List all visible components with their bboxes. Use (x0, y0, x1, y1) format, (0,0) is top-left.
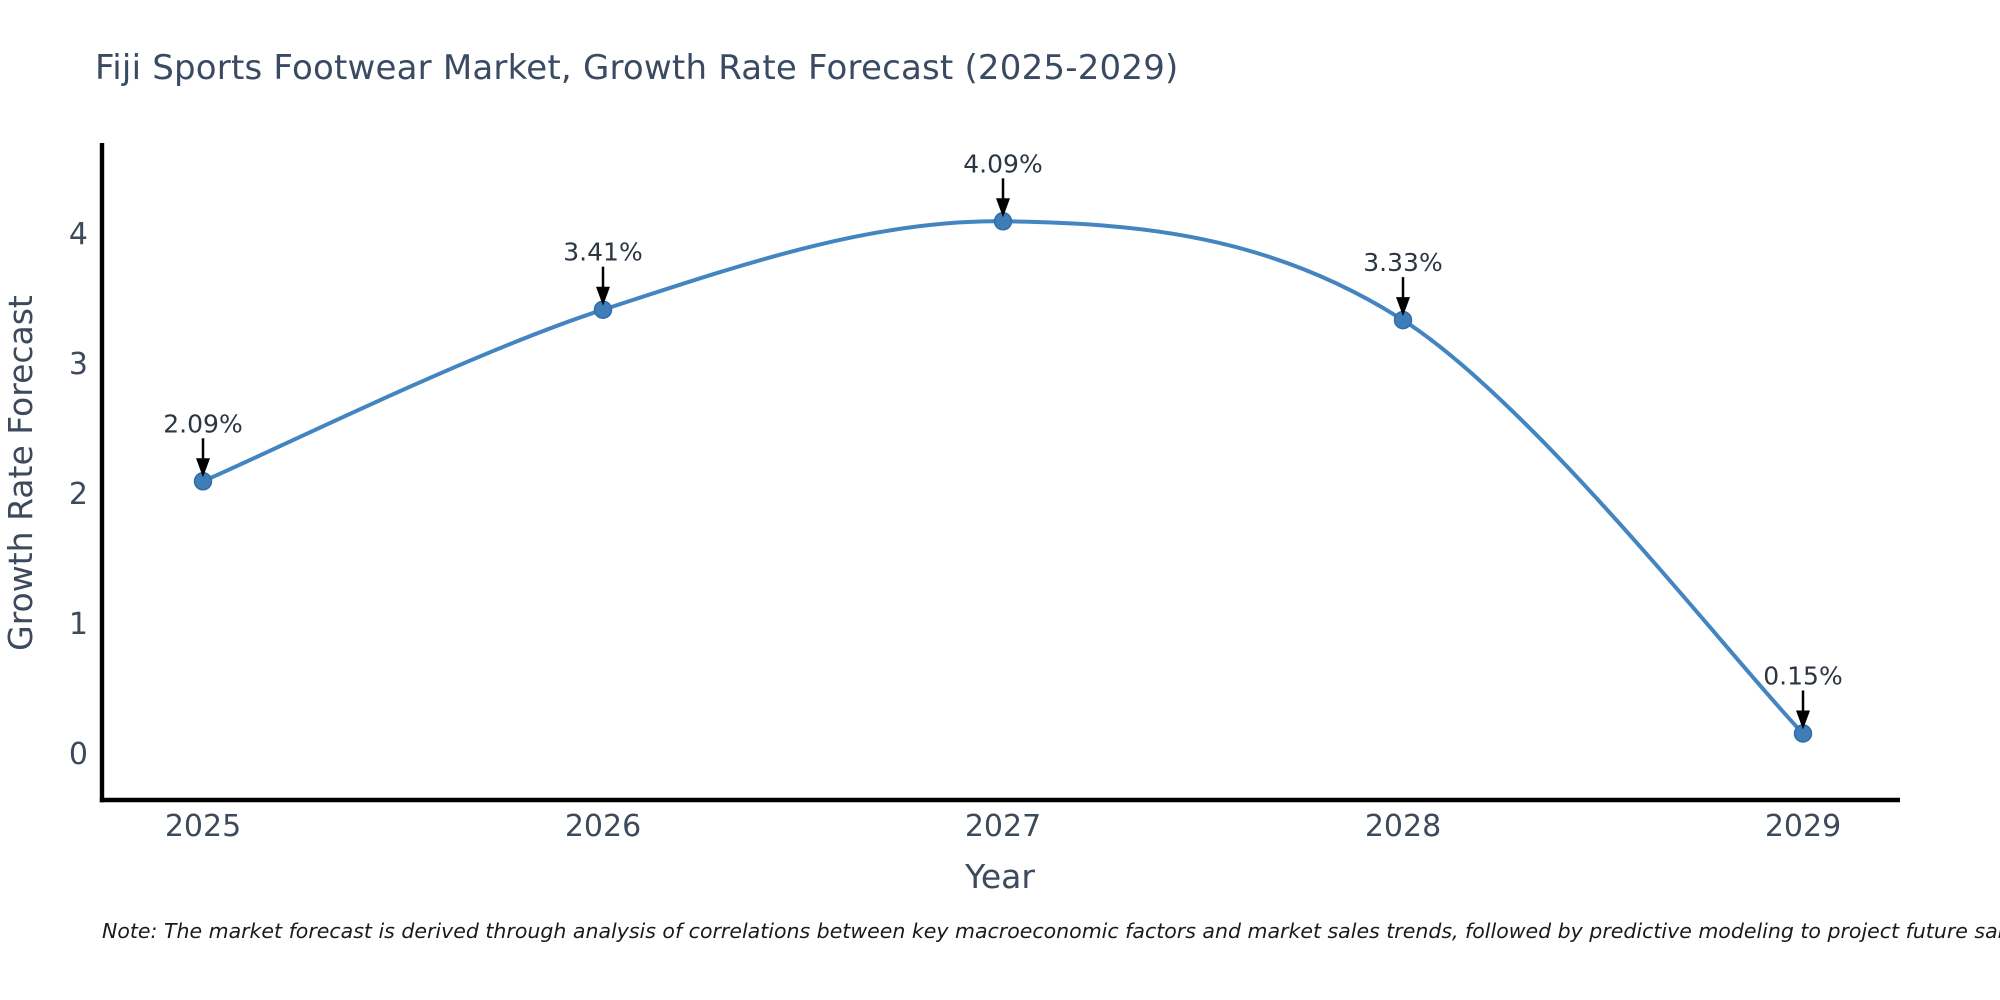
annotation-arrowhead (996, 198, 1010, 218)
x-tick-label: 2028 (1365, 809, 1441, 844)
annotation-label: 3.41% (563, 238, 642, 267)
y-axis-title: Growth Rate Forecast (1, 295, 40, 651)
annotation-label: 0.15% (1763, 662, 1842, 691)
annotation-arrowhead (1796, 710, 1810, 730)
annotation-label: 2.09% (163, 409, 242, 438)
annotation-arrowhead (596, 286, 610, 306)
y-tick-label: 1 (69, 607, 88, 642)
x-tick-label: 2027 (965, 809, 1041, 844)
x-tick-label: 2025 (165, 809, 241, 844)
y-tick-label: 2 (69, 477, 88, 512)
annotation-label: 4.09% (963, 149, 1042, 178)
annotation-arrowhead (1396, 297, 1410, 317)
trend-line (201, 219, 1805, 736)
x-tick-label: 2029 (1765, 809, 1841, 844)
x-axis-title: Year (964, 857, 1035, 896)
y-tick-label: 3 (69, 347, 88, 382)
x-tick-label: 2026 (565, 809, 641, 844)
footnote: Note: The market forecast is derived thr… (102, 919, 2000, 943)
annotation-label: 3.33% (1363, 248, 1442, 277)
y-tick-label: 4 (69, 217, 88, 252)
annotation-arrowhead (196, 458, 210, 478)
chart-title: Fiji Sports Footwear Market, Growth Rate… (95, 48, 1179, 88)
y-tick-label: 0 (69, 737, 88, 772)
